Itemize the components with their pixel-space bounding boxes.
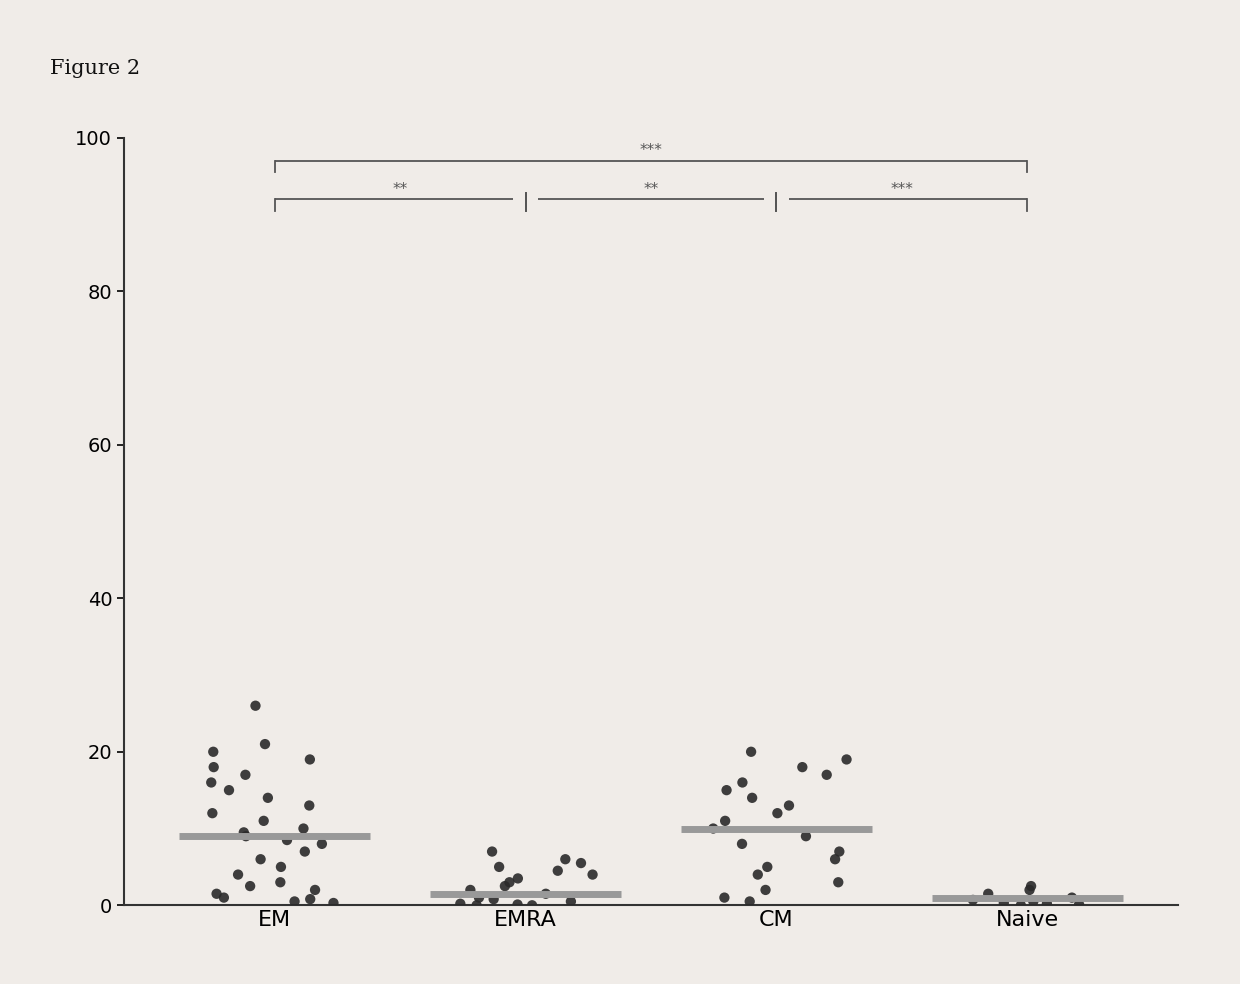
Point <box>560 893 580 909</box>
Point <box>548 863 568 879</box>
Point <box>994 895 1014 911</box>
Point <box>484 892 503 907</box>
Point <box>270 875 290 891</box>
Point <box>500 875 520 891</box>
Text: Figure 2: Figure 2 <box>50 59 140 78</box>
Point <box>583 867 603 883</box>
Point <box>1037 895 1056 911</box>
Point <box>450 895 470 911</box>
Point <box>714 890 734 905</box>
Point <box>254 813 274 829</box>
Point <box>203 744 223 760</box>
Point <box>272 859 291 875</box>
Point <box>246 698 265 713</box>
Point <box>228 867 248 883</box>
Point <box>207 886 227 901</box>
Point <box>743 790 763 806</box>
Text: ***: *** <box>640 144 662 158</box>
Point <box>768 805 787 821</box>
Point <box>1019 882 1039 897</box>
Point <box>495 878 515 893</box>
Point <box>215 890 234 905</box>
Point <box>312 836 332 852</box>
Point <box>1023 893 1043 909</box>
Point <box>703 821 723 836</box>
Point <box>219 782 239 798</box>
Point <box>1011 897 1030 913</box>
Point <box>748 867 768 883</box>
Point <box>241 878 260 893</box>
Point <box>508 871 528 887</box>
Point <box>1022 878 1042 893</box>
Point <box>201 774 221 790</box>
Point <box>236 767 255 782</box>
Point <box>305 882 325 897</box>
Point <box>758 859 777 875</box>
Point <box>324 895 343 911</box>
Point <box>837 752 857 768</box>
Point <box>285 893 305 909</box>
Point <box>740 893 760 909</box>
Point <box>779 798 799 814</box>
Point <box>715 813 735 829</box>
Point <box>469 890 489 905</box>
Point <box>203 760 223 775</box>
Point <box>255 736 275 752</box>
Point <box>299 798 319 814</box>
Point <box>234 825 254 840</box>
Point <box>202 805 222 821</box>
Point <box>482 843 502 859</box>
Point <box>742 744 761 760</box>
Point <box>963 892 983 908</box>
Text: **: ** <box>644 182 658 197</box>
Point <box>466 897 486 913</box>
Point <box>825 851 844 867</box>
Point <box>817 767 837 782</box>
Point <box>556 851 575 867</box>
Point <box>522 897 542 913</box>
Point <box>300 892 320 907</box>
Point <box>796 829 816 844</box>
Point <box>717 782 737 798</box>
Point <box>755 882 775 897</box>
Point <box>294 821 314 836</box>
Point <box>828 875 848 891</box>
Point <box>277 832 296 848</box>
Point <box>732 836 751 852</box>
Point <box>536 886 556 901</box>
Point <box>460 882 480 897</box>
Point <box>1061 890 1081 905</box>
Text: **: ** <box>392 182 408 197</box>
Point <box>250 851 270 867</box>
Point <box>830 843 849 859</box>
Point <box>295 843 315 859</box>
Point <box>733 774 753 790</box>
Text: ***: *** <box>890 182 914 197</box>
Point <box>978 886 998 901</box>
Point <box>572 855 591 871</box>
Point <box>1069 896 1089 912</box>
Point <box>507 896 527 912</box>
Point <box>300 752 320 768</box>
Point <box>236 829 255 844</box>
Point <box>490 859 510 875</box>
Point <box>792 760 812 775</box>
Point <box>258 790 278 806</box>
